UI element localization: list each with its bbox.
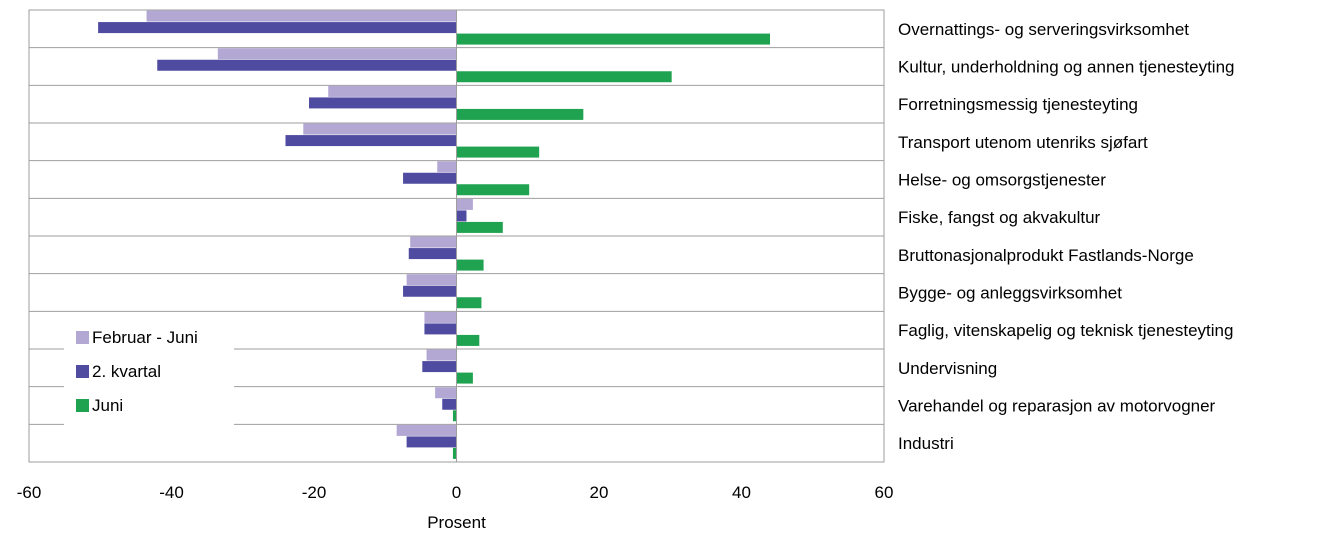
category-label: Forretningsmessig tjenesteyting (898, 95, 1138, 114)
bar (456, 184, 530, 196)
bar (408, 248, 457, 260)
bar (403, 172, 457, 184)
category-label: Overnattings- og serveringsvirksomhet (898, 20, 1189, 39)
bar (442, 398, 457, 410)
bar (437, 161, 457, 173)
bar (403, 285, 457, 297)
category-label: Varehandel og reparasjon av motorvogner (898, 397, 1216, 416)
bar (410, 236, 457, 248)
bar (456, 297, 482, 309)
bar (303, 123, 457, 135)
category-label: Faglig, vitenskapelig og teknisk tjenest… (898, 321, 1233, 340)
category-label: Bruttonasjonalprodukt Fastlands-Norge (898, 246, 1194, 265)
category-label: Industri (898, 434, 954, 453)
x-tick-label: 20 (590, 483, 609, 502)
bar (452, 447, 457, 459)
bar (285, 135, 457, 147)
bar (456, 146, 540, 158)
plot-frame (28, 9, 885, 463)
bar (406, 436, 457, 448)
bar (424, 311, 457, 323)
legend-box (64, 316, 234, 426)
bar (456, 210, 467, 222)
bar (456, 259, 484, 271)
legend-swatch (76, 365, 89, 378)
category-label: Fiske, fangst og akvakultur (898, 208, 1101, 227)
bar (456, 221, 503, 233)
bar (456, 108, 584, 120)
bar (456, 71, 672, 83)
category-label: Transport utenom utenriks sjøfart (898, 133, 1148, 152)
bars (98, 10, 770, 462)
bar (396, 424, 457, 436)
bar (452, 410, 457, 422)
bar (157, 59, 457, 71)
x-axis-title: Prosent (427, 513, 486, 532)
x-tick-label: 0 (452, 483, 461, 502)
category-label: Bygge- og anleggsvirksomhet (898, 284, 1122, 303)
bar (456, 334, 480, 346)
bar (406, 274, 457, 286)
bar (328, 85, 457, 97)
legend-swatch (76, 331, 89, 344)
x-tick-label: -20 (302, 483, 327, 502)
bar (422, 361, 457, 373)
bar (309, 97, 457, 109)
x-tick-label: -40 (159, 483, 184, 502)
legend-label: Juni (92, 396, 123, 415)
category-labels: Overnattings- og serveringsvirksomhet Kul… (898, 20, 1234, 453)
bar (98, 22, 457, 34)
x-tick-label: 40 (732, 483, 751, 502)
bar (146, 10, 457, 22)
x-tick-labels: -60 -40 -20 0 20 40 60 (17, 483, 894, 502)
bar (217, 48, 457, 60)
legend: Februar - Juni 2. kvartal Juni (64, 316, 234, 426)
bar (456, 33, 770, 45)
legend-swatch (76, 399, 89, 412)
legend-label: 2. kvartal (92, 362, 161, 381)
bar (426, 349, 457, 361)
category-label: Helse- og omsorgstjenester (898, 171, 1106, 190)
bar (424, 323, 457, 335)
bar (456, 198, 473, 210)
category-label: Kultur, underholdning og annen tjenestey… (898, 58, 1234, 77)
bar (456, 372, 473, 384)
legend-label: Februar - Juni (92, 328, 198, 347)
bar (435, 387, 457, 399)
category-label: Undervisning (898, 359, 997, 378)
x-tick-label: 60 (875, 483, 894, 502)
x-tick-label: -60 (17, 483, 42, 502)
